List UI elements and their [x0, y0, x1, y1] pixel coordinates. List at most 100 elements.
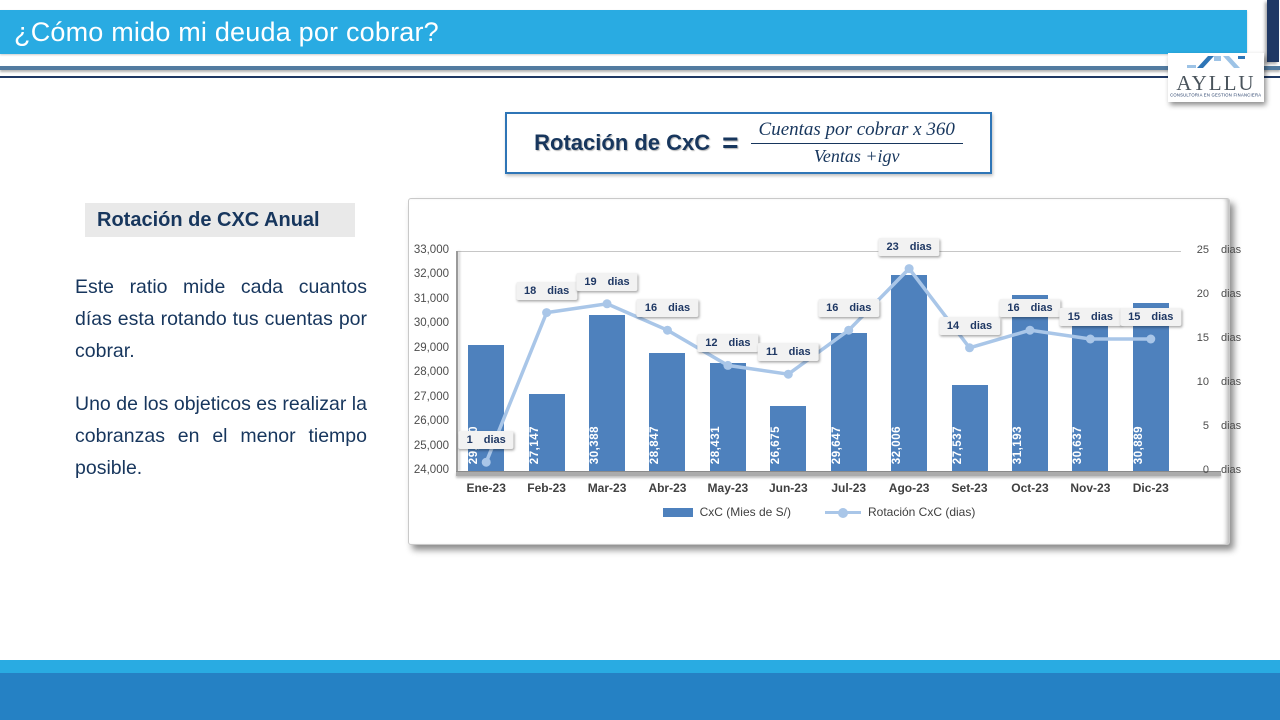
- bar: 29,150: [468, 345, 505, 471]
- line-data-label: 12 dias: [697, 334, 759, 353]
- company-logo: AYLLU CONSULTORÍA EN GESTIÓN FINANCIERA: [1168, 53, 1264, 102]
- bar-value-label: 28,847: [649, 425, 662, 464]
- left-axis-tick: 32,000: [413, 268, 449, 281]
- left-axis-tick: 24,000: [413, 464, 449, 476]
- x-axis-label: Abr-23: [648, 481, 687, 495]
- x-axis-label: Dic-23: [1132, 481, 1169, 495]
- line-data-label: 23 dias: [878, 237, 940, 256]
- line-marker: [542, 308, 552, 318]
- bar: 30,637: [1072, 308, 1109, 471]
- bar: 29,647: [830, 332, 867, 471]
- right-axis-tick: 0 dias: [1202, 464, 1242, 476]
- formula-box: Rotación de CxC = Cuentas por cobrar x 3…: [505, 112, 992, 174]
- line-data-label: 18 dias: [515, 281, 578, 300]
- formula-denominator: Ventas +igv: [813, 146, 900, 166]
- bar: 32,006: [891, 275, 928, 471]
- x-axis-label: Ago-23: [888, 481, 930, 495]
- legend-line-swatch: [824, 507, 861, 518]
- x-axis-label: Jun-23: [768, 481, 808, 495]
- logo-tagline: CONSULTORÍA EN GESTIÓN FINANCIERA: [1170, 93, 1262, 98]
- body-paragraph-1: Este ratio mide cada cuantos días esta r…: [75, 276, 367, 362]
- line-data-label: 16 dias: [999, 299, 1061, 318]
- line-data-label: 15 dias: [1059, 308, 1122, 326]
- left-axis-tick: 26,000: [413, 415, 449, 428]
- logo-wordmark: AYLLU: [1176, 71, 1256, 95]
- legend-item: CxC (Mies de S/): [662, 505, 791, 519]
- formula-numerator: Cuentas por cobrar x 360: [750, 119, 963, 144]
- bar: 27,537: [951, 384, 988, 471]
- bar: 27,147: [528, 394, 565, 471]
- x-axis-label: Jul-23: [831, 481, 867, 495]
- left-axis-tick: 27,000: [413, 390, 449, 403]
- chart-legend: CxC (Mies de S/) Rotación CxC (dias): [409, 505, 1229, 519]
- left-axis-tick: 28,000: [413, 366, 449, 379]
- bar-value-label: 30,637: [1072, 425, 1085, 464]
- divider-navy: [0, 76, 1280, 78]
- page-title: ¿Cómo mido mi deuda por cobrar?: [14, 16, 439, 47]
- formula-equals: =: [722, 127, 739, 158]
- line-data-label: 15 dias: [1120, 308, 1182, 326]
- line-marker: [965, 343, 975, 353]
- line-data-label: 16 dias: [818, 299, 880, 318]
- right-axis-tick: 20 dias: [1196, 288, 1242, 300]
- footer-accent-strip: [0, 660, 1280, 673]
- line-data-label: 19 dias: [576, 272, 638, 291]
- legend-label: CxC (Mies de S/): [699, 505, 791, 519]
- x-axis-label: Ene-23: [466, 481, 506, 495]
- x-axis-label: Oct-23: [1011, 481, 1049, 495]
- bar-value-label: 27,537: [951, 425, 964, 464]
- x-axis-label: Feb-23: [527, 481, 566, 495]
- right-axis-tick: 5 dias: [1202, 420, 1242, 432]
- left-axis-tick: 31,000: [413, 292, 449, 305]
- section-heading: Rotación de CXC Anual: [85, 203, 355, 237]
- bar-value-label: 31,193: [1011, 425, 1024, 464]
- bar-value-label: 27,147: [528, 425, 541, 464]
- x-axis-label: Nov-23: [1070, 481, 1111, 495]
- bar: 31,193: [1011, 295, 1048, 471]
- formula-fraction: Cuentas por cobrar x 360 Ventas +igv: [750, 119, 963, 167]
- right-axis-tick: 25 dias: [1196, 244, 1242, 256]
- bar-value-label: 30,388: [589, 425, 602, 464]
- bar-value-label: 28,431: [709, 425, 722, 464]
- right-axis-tick: 10 dias: [1196, 376, 1242, 388]
- legend-item: Rotación CxC (dias): [824, 505, 976, 519]
- bar: 28,847: [649, 352, 686, 471]
- roof-icon: [1187, 55, 1245, 73]
- bar: 30,388: [589, 314, 626, 471]
- footer-bar: [0, 673, 1280, 720]
- plot-left-axis-line: [456, 251, 458, 471]
- line-data-label: 14 dias: [938, 316, 1001, 335]
- title-accent-stripe: [1267, 0, 1279, 62]
- line-data-label: 11 dias: [757, 343, 819, 362]
- bar-value-label: 29,647: [830, 425, 843, 464]
- x-axis-label: Set-23: [951, 481, 988, 495]
- divider-steel: [0, 66, 1280, 70]
- left-axis-tick: 33,000: [413, 244, 449, 256]
- right-axis-tick: 15 dias: [1196, 332, 1242, 344]
- left-axis-tick: 29,000: [413, 341, 449, 354]
- line-marker: [783, 369, 793, 379]
- legend-label: Rotación CxC (dias): [867, 505, 976, 519]
- bar: 26,675: [770, 405, 807, 471]
- plot-top-border: [456, 251, 1181, 252]
- x-axis-label: Mar-23: [587, 481, 627, 495]
- plot-baseline: [456, 471, 1221, 476]
- line-data-label: 1 dias: [458, 431, 514, 450]
- bar-value-label: 32,006: [891, 425, 904, 464]
- left-axis-tick: 30,000: [413, 317, 449, 330]
- legend-bar-swatch: [662, 507, 693, 517]
- left-axis-tick: 25,000: [413, 439, 449, 452]
- formula-label: Rotación de CxC: [534, 130, 711, 155]
- bar: 30,889: [1132, 302, 1169, 471]
- line-marker: [602, 299, 612, 309]
- chart-panel: CxC (Mies de S/) Rotación CxC (dias) 33,0…: [408, 198, 1241, 545]
- bar: 28,431: [709, 362, 746, 471]
- line-marker: [904, 264, 914, 274]
- title-bar: ¿Cómo mido mi deuda por cobrar?: [0, 10, 1247, 54]
- line-data-label: 16 dias: [636, 299, 699, 318]
- bar-value-label: 30,889: [1132, 425, 1145, 464]
- line-marker: [662, 325, 672, 335]
- body-paragraph-2: Uno de los objeticos es realizar la cobr…: [75, 393, 367, 479]
- bar-value-label: 26,675: [770, 425, 783, 464]
